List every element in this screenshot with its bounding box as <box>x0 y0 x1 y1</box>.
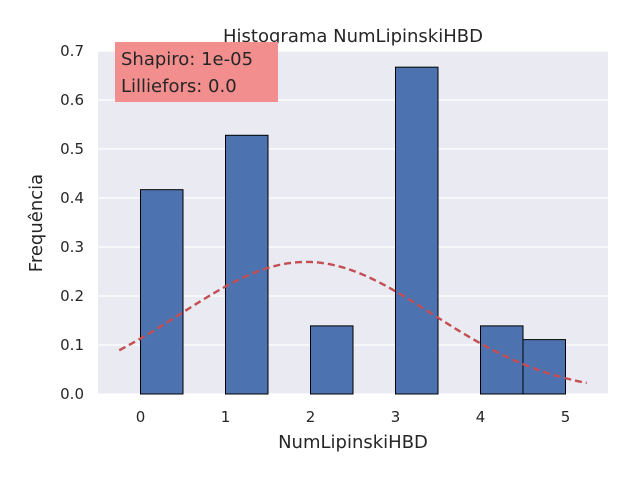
y-tick-label: 0.0 <box>60 385 84 403</box>
y-axis-label: Frequência <box>26 174 47 272</box>
histogram-bar <box>310 325 354 395</box>
x-tick-label: 4 <box>476 408 486 426</box>
stats-lilliefors: Lilliefors: 0.0 <box>121 76 237 97</box>
histogram-bar <box>480 325 524 395</box>
histogram-bar <box>522 339 566 395</box>
x-axis-label: NumLipinskiHBD <box>278 432 428 453</box>
x-tick-labels: 0 1 2 3 4 5 <box>136 408 571 426</box>
normal-fit-curve <box>118 260 587 385</box>
histogram-bar <box>225 134 269 395</box>
histogram-bar <box>395 66 439 395</box>
x-tick-label: 5 <box>561 408 571 426</box>
histogram-bar <box>140 189 184 395</box>
y-tick-label: 0.4 <box>60 189 84 207</box>
histogram-bars <box>140 66 566 395</box>
y-tick-label: 0.1 <box>60 336 84 354</box>
y-tick-label: 0.3 <box>60 238 84 256</box>
y-tick-label: 0.2 <box>60 287 84 305</box>
x-tick-label: 0 <box>136 408 146 426</box>
x-tick-label: 3 <box>391 408 401 426</box>
y-tick-labels: 0.0 0.1 0.2 0.3 0.4 0.5 0.6 0.7 <box>60 42 84 403</box>
x-tick-label: 1 <box>221 408 231 426</box>
y-tick-label: 0.5 <box>60 140 84 158</box>
stats-shapiro: Shapiro: 1e-05 <box>121 49 253 70</box>
normality-stats-box: Shapiro: 1e-05 Lilliefors: 0.0 <box>115 42 278 102</box>
chart-title: Histograma NumLipinskiHBD <box>223 26 483 47</box>
stats-box-background <box>115 42 278 102</box>
y-tick-label: 0.7 <box>60 42 84 60</box>
y-tick-label: 0.6 <box>60 91 84 109</box>
x-tick-label: 2 <box>306 408 316 426</box>
